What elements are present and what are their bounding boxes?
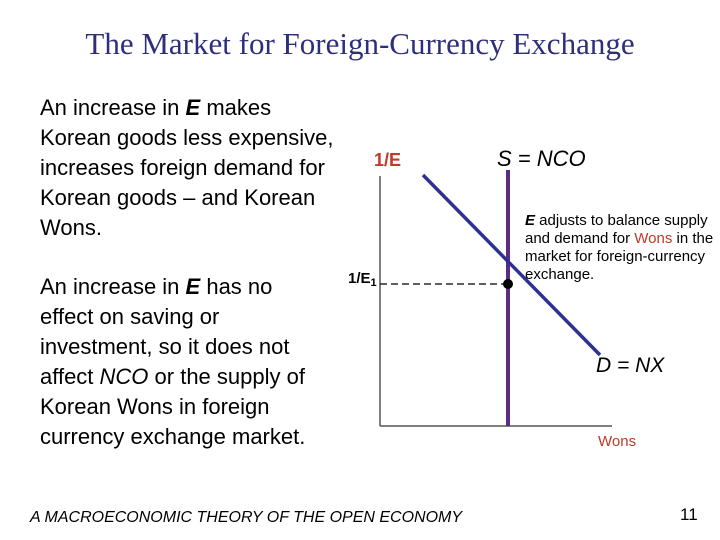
paragraph-demand-effect: An increase in E makes Korean goods less… <box>40 95 334 240</box>
y-tick-equilibrium: 1/E1 <box>348 270 377 289</box>
footer-text: A MACROECONOMIC THEORY OF THE OPEN ECONO… <box>30 509 463 526</box>
equilibrium-point <box>503 279 513 289</box>
equilibrium-note: E adjusts to balance supply and demand f… <box>525 212 714 283</box>
supply-label: S = NCO <box>497 146 586 171</box>
demand-curve <box>421 173 602 357</box>
page-number: 11 <box>680 505 698 524</box>
x-axis-label: Wons <box>598 433 637 450</box>
paragraph-supply-effect: An increase in E has no effect on saving… <box>40 274 306 449</box>
slide-title: The Market for Foreign-Currency Exchange <box>85 26 635 61</box>
demand-label: D = NX <box>596 354 665 377</box>
y-axis-label: 1/E <box>374 150 402 170</box>
